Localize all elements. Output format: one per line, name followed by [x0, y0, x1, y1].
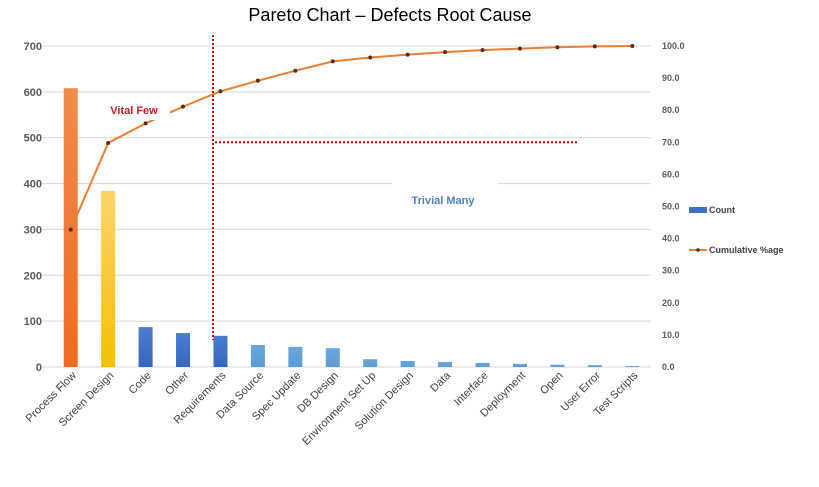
- line-marker: [443, 50, 448, 55]
- line-marker: [368, 55, 373, 60]
- line-marker: [255, 78, 260, 83]
- line-marker: [405, 52, 410, 57]
- bar: [101, 190, 116, 367]
- line-marker: [143, 121, 148, 126]
- bar: [363, 359, 378, 367]
- bar: [587, 365, 602, 367]
- bar: [176, 333, 191, 367]
- left-tick-label: 100: [24, 316, 42, 328]
- legend: Count Cumulative %age: [689, 205, 784, 255]
- bar: [213, 335, 228, 367]
- trivial-many-bg: [392, 183, 498, 205]
- bar: [512, 363, 527, 367]
- right-tick-label: 10.0: [662, 330, 680, 340]
- bar: [625, 366, 640, 367]
- right-tick-label: 0.0: [662, 362, 675, 372]
- left-tick-label: 300: [24, 224, 42, 236]
- line-marker: [181, 104, 186, 109]
- bar: [325, 348, 340, 367]
- left-tick-label: 500: [24, 133, 42, 145]
- chart-title: Pareto Chart – Defects Root Cause: [248, 5, 531, 25]
- bar: [400, 361, 415, 367]
- right-tick-label: 60.0: [662, 169, 680, 179]
- line-marker: [106, 140, 111, 145]
- right-tick-label: 50.0: [662, 202, 680, 212]
- right-tick-label: 100.0: [662, 41, 685, 51]
- bar: [288, 346, 303, 367]
- category-label: Other: [163, 369, 191, 397]
- line-marker: [330, 59, 335, 64]
- bar: [438, 361, 453, 367]
- category-label: Code: [127, 370, 154, 397]
- line-marker: [68, 227, 73, 232]
- line-marker: [630, 44, 635, 48]
- gridlines: [42, 45, 651, 368]
- trivial-many-label: Trivial Many: [412, 195, 476, 207]
- left-tick-label: 400: [24, 179, 42, 191]
- category-label: Environment Set Up: [300, 370, 378, 448]
- legend-count-swatch: [689, 207, 707, 213]
- axis-ticks: 0 100 200 300 400 500 600 700 0.0 10.0 20.0 30.0 40.…: [24, 41, 685, 374]
- line-marker: [293, 68, 298, 73]
- right-tick-label: 20.0: [662, 298, 680, 308]
- line-marker: [218, 89, 223, 94]
- vital-few-label: Vital Few: [110, 105, 158, 117]
- divider-lines: [212, 35, 577, 340]
- right-tick-label: 70.0: [662, 137, 680, 147]
- category-label: Open: [538, 370, 566, 398]
- bar: [250, 344, 265, 367]
- legend-line-label: Cumulative %age: [709, 245, 784, 255]
- bar: [550, 364, 565, 367]
- line-marker: [480, 48, 485, 53]
- left-tick-label: 200: [24, 270, 42, 282]
- vital-few-bg: [98, 100, 170, 120]
- line-marker: [592, 44, 597, 49]
- right-tick-label: 80.0: [662, 105, 680, 115]
- bars: [63, 88, 640, 367]
- category-label: Data: [428, 369, 454, 395]
- bar: [475, 362, 490, 367]
- line-marker: [555, 45, 560, 50]
- left-tick-label: 600: [24, 87, 42, 99]
- left-tick-label: 700: [24, 41, 42, 53]
- legend-line-marker: [696, 248, 700, 252]
- right-tick-label: 40.0: [662, 234, 680, 244]
- line-marker: [517, 46, 522, 51]
- legend-count-label: Count: [709, 205, 735, 215]
- right-tick-label: 30.0: [662, 266, 680, 276]
- right-tick-label: 90.0: [662, 73, 680, 83]
- bar: [138, 327, 153, 367]
- category-label: Interface: [452, 370, 491, 409]
- left-tick-label: 0: [36, 362, 42, 374]
